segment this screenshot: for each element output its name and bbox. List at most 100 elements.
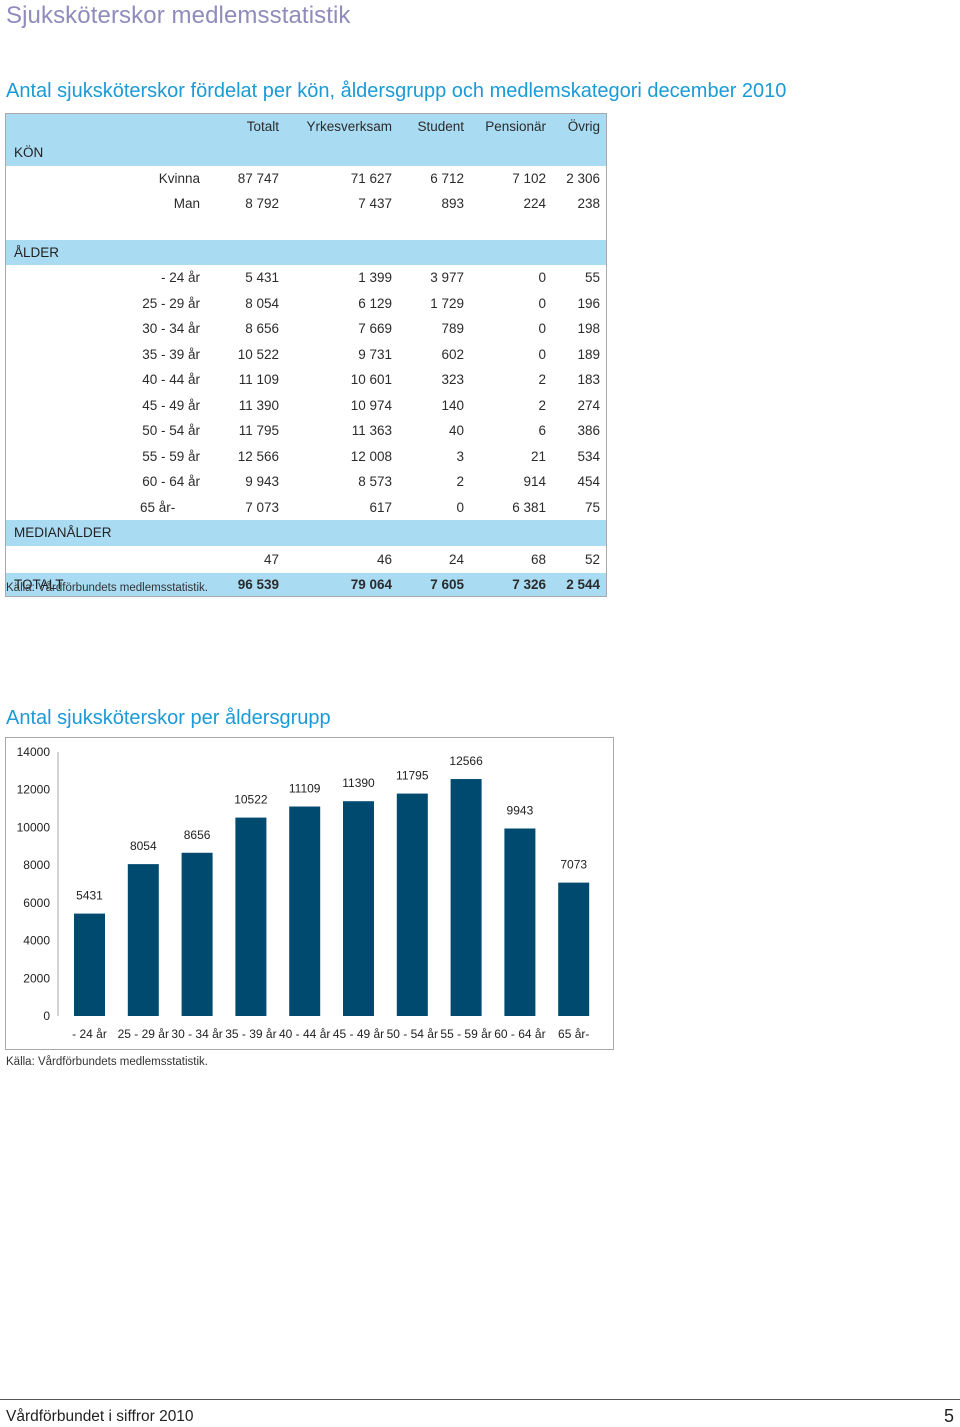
row-label: 40 - 44 år (142, 372, 200, 387)
statistics-table: Totalt Yrkesverksam Student Pensionär Öv… (5, 113, 607, 597)
cell-student: 0 (456, 499, 464, 515)
column-header-totalt: Totalt (246, 119, 279, 134)
cell-ovrig: 534 (577, 448, 600, 464)
bar-value-label: 7073 (560, 858, 587, 872)
total-ovrig: 2 544 (566, 576, 600, 592)
cell-student: 2 (456, 474, 464, 489)
y-tick-label: 2000 (23, 971, 50, 985)
column-header-pensionar: Pensionär (485, 119, 546, 134)
cell-student: 323 (441, 372, 464, 387)
x-tick-label: 60 - 64 år (494, 1027, 545, 1041)
median-row: 47 46 24 68 52 (6, 546, 606, 573)
bar (289, 806, 321, 1016)
table-row: 45 - 49 år 11 390 10 974 140 2 274 (6, 393, 606, 419)
bar-value-label: 10522 (234, 793, 268, 807)
category-label: ÅLDER (14, 244, 60, 260)
row-label: 25 - 29 år (142, 295, 200, 311)
bar-value-label: 8656 (184, 828, 211, 842)
x-tick-label: 55 - 59 år (440, 1027, 491, 1041)
alder-rows: - 24 år 5 431 1 399 3 977 0 55 25 - 29 år 8 054… (6, 265, 606, 520)
median-student: 24 (448, 551, 464, 567)
cell-pensionar: 0 (538, 346, 546, 362)
cell-ovrig: 238 (577, 196, 600, 211)
column-header-yrkesverksam: Yrkesverksam (306, 119, 392, 134)
cell-totalt: 7 073 (245, 499, 279, 515)
bar-chart: 0 2000 4000 6000 8000 10000 12000 14000 5431 - 24… (17, 745, 590, 1041)
bar-value-label: 12566 (449, 754, 483, 768)
bar-value-label: 8054 (130, 839, 157, 853)
cell-student: 140 (441, 397, 464, 413)
table-row: 60 - 64 år 9 943 8 573 2 914 454 (6, 469, 606, 495)
bar (558, 882, 590, 1016)
x-tick-label: 50 - 54 år (387, 1027, 438, 1041)
row-label: 35 - 39 år (142, 346, 200, 362)
cell-yrkesverksam: 11 363 (351, 423, 392, 438)
bar-value-label: 11109 (289, 782, 321, 796)
table-row: 35 - 39 år 10 522 9 731 602 0 189 (6, 342, 606, 368)
cell-totalt: 8 054 (245, 295, 279, 311)
cell-yrkesverksam: 6 129 (358, 295, 392, 311)
cell-student: 40 (448, 423, 464, 438)
bar (396, 793, 428, 1016)
bar (450, 779, 482, 1016)
cell-totalt: 8 656 (245, 321, 279, 336)
cell-pensionar: 21 (530, 448, 546, 464)
cell-pensionar: 914 (523, 474, 546, 489)
median-yrkesverksam: 46 (376, 551, 392, 567)
cell-totalt: 87 747 (237, 170, 279, 186)
cell-totalt: 12 566 (237, 448, 279, 464)
bar-value-label: 9943 (507, 804, 534, 818)
row-label: 60 - 64 år (142, 474, 200, 489)
cell-student: 789 (441, 321, 464, 336)
category-row-alder: ÅLDER (6, 239, 606, 265)
y-tick-label: 0 (43, 1009, 50, 1023)
bar (74, 913, 105, 1016)
cell-ovrig: 386 (577, 423, 600, 438)
cell-student: 3 977 (430, 270, 464, 285)
bar (127, 864, 159, 1016)
x-tick-label: 65 år- (558, 1027, 589, 1041)
cell-pensionar: 224 (523, 196, 546, 211)
x-tick-label: 40 - 44 år (279, 1027, 330, 1041)
cell-totalt: 9 943 (245, 474, 279, 489)
cell-pensionar: 0 (538, 321, 546, 336)
kon-rows: Kvinna 87 747 71 627 6 712 7 102 2 306 Man 8 79… (6, 166, 606, 240)
row-label: 50 - 54 år (142, 423, 200, 438)
cell-yrkesverksam: 7 437 (358, 196, 392, 211)
cell-pensionar: 6 381 (512, 499, 546, 515)
y-tick-label: 10000 (17, 820, 51, 834)
footer-divider (0, 1399, 960, 1400)
row-spacer (6, 217, 606, 240)
y-tick-label: 4000 (23, 934, 50, 948)
cell-pensionar: 0 (538, 270, 546, 285)
row-label: Man (173, 196, 200, 211)
x-tick-label: - 24 år (72, 1027, 107, 1041)
cell-yrkesverksam: 71 627 (350, 170, 392, 186)
x-tick-label: 30 - 34 år (171, 1027, 222, 1041)
bar-value-label: 5431 (76, 889, 103, 903)
bar (181, 852, 213, 1016)
page-number: 5 (943, 1406, 954, 1426)
table-row: 65 år- 7 073 617 0 6 381 75 (6, 495, 606, 521)
cell-yrkesverksam: 10 974 (350, 397, 392, 413)
table-row: 50 - 54 år 11 795 11 363 40 6 386 (6, 418, 606, 444)
bar (343, 801, 374, 1016)
cell-student: 893 (441, 196, 464, 211)
y-tick-label: 6000 (23, 896, 50, 910)
cell-totalt: 8 792 (245, 196, 279, 211)
median-ovrig: 52 (584, 551, 600, 567)
category-row-medianalder: MEDIANÅLDER (6, 520, 606, 546)
total-yrkesverksam: 79 064 (350, 576, 392, 592)
cell-yrkesverksam: 12 008 (350, 448, 392, 464)
bar (235, 817, 267, 1016)
table-row: - 24 år 5 431 1 399 3 977 0 55 (6, 265, 606, 291)
column-header-ovrig: Övrig (567, 119, 600, 134)
cell-yrkesverksam: 7 669 (358, 321, 392, 336)
median-pensionar: 68 (530, 551, 546, 567)
total-totalt: 96 539 (237, 576, 279, 592)
row-label: 55 - 59 år (142, 448, 200, 464)
total-student: 7 605 (430, 576, 464, 592)
cell-totalt: 11 390 (238, 397, 279, 413)
cell-totalt: 10 522 (237, 346, 279, 362)
row-label: 45 - 49 år (142, 397, 200, 413)
